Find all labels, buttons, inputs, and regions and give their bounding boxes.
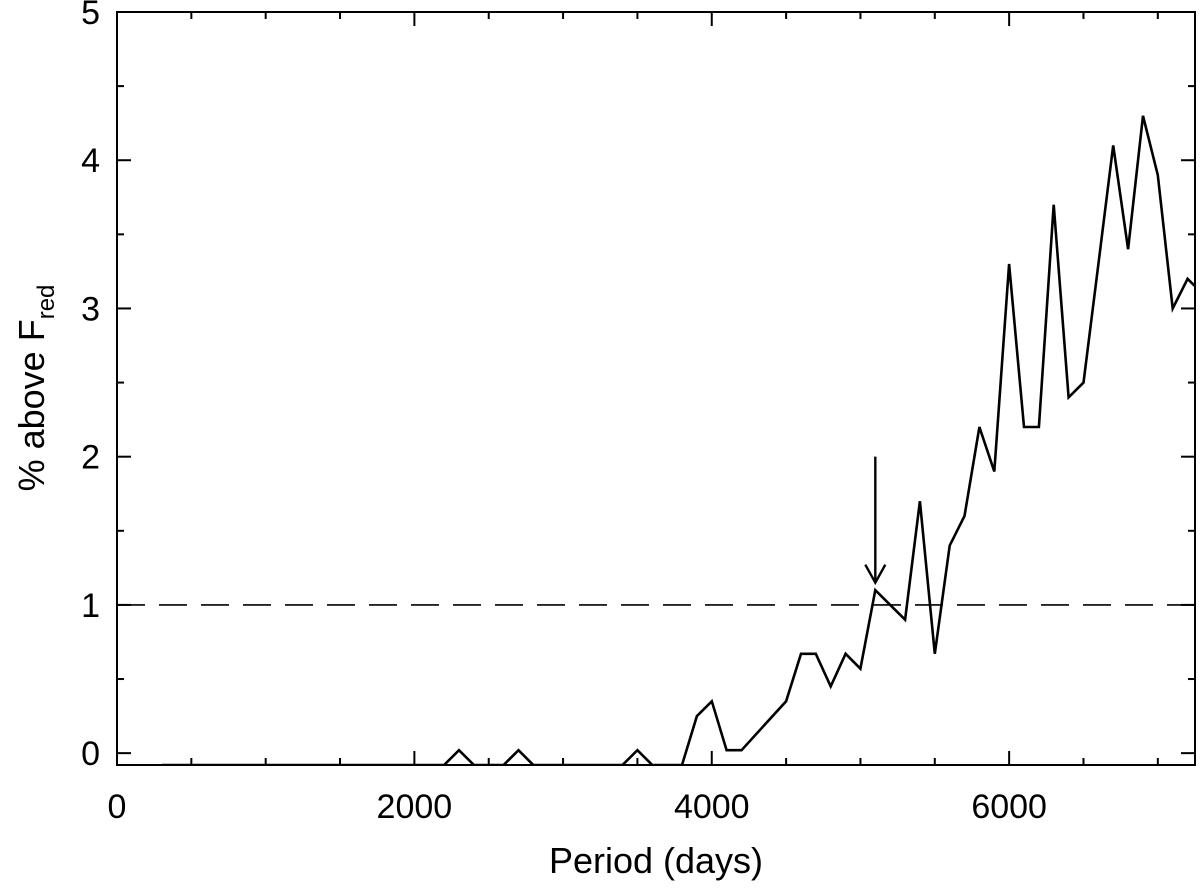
y-axis-title-subscript: red (33, 285, 60, 320)
y-axis-title: % above Fred (11, 285, 60, 492)
x-tick-label: 0 (108, 788, 127, 826)
y-tick-label: 0 (81, 735, 100, 773)
y-tick-label: 1 (81, 587, 100, 625)
y-axis-title-main: % above F (11, 319, 52, 491)
plot-frame (116, 11, 1196, 766)
series-line (161, 115, 1195, 765)
arrow-head-icon (864, 564, 887, 586)
x-tick-label: 6000 (971, 788, 1047, 826)
x-axis-title: Period (days) (549, 840, 763, 881)
x-tick-label: 2000 (377, 788, 453, 826)
y-tick-label: 4 (81, 142, 100, 180)
y-tick-label: 3 (81, 290, 100, 328)
y-tick-label: 2 (81, 439, 100, 477)
x-tick-label: 4000 (674, 788, 750, 826)
y-tick-label: 5 (81, 0, 100, 32)
